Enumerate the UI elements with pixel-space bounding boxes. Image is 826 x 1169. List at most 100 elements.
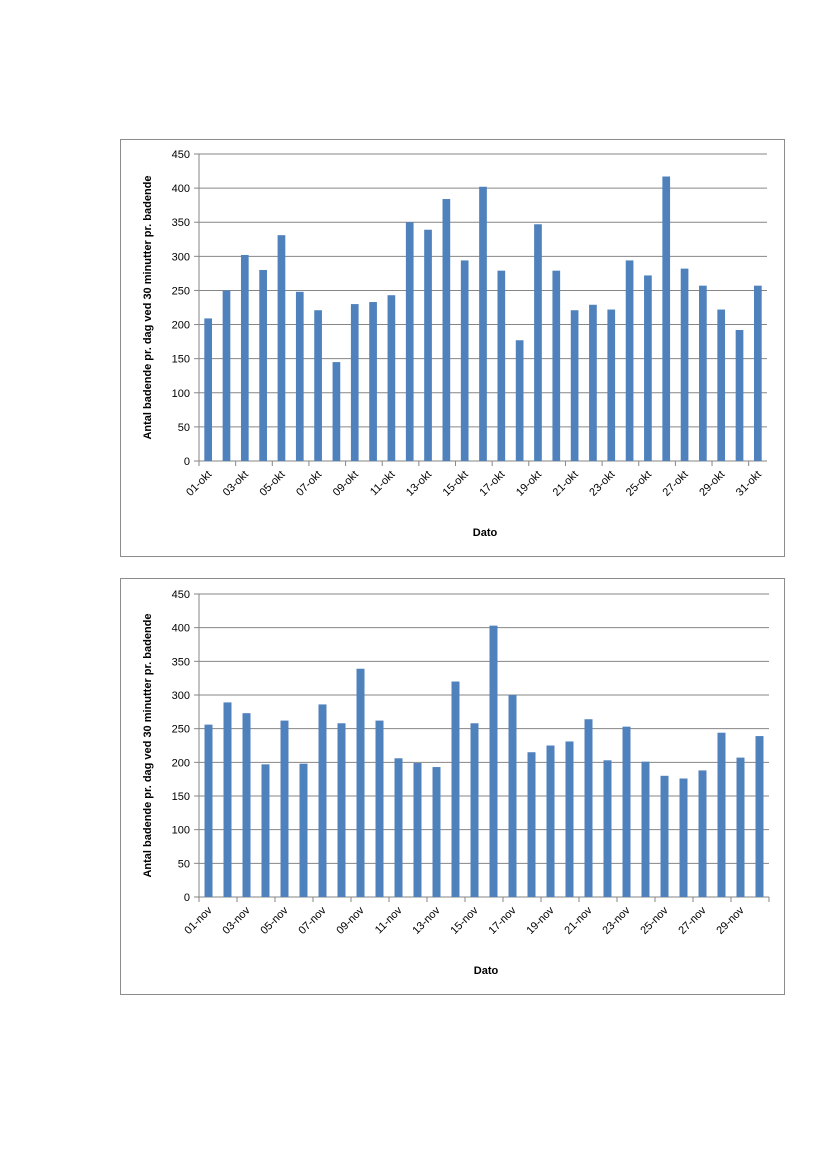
x-tick-label: 25-nov: [638, 904, 671, 937]
y-tick-label: 400: [172, 623, 190, 635]
y-tick-label: 250: [172, 724, 190, 736]
x-tick-label: 23-okt: [587, 469, 617, 499]
x-tick-label: 07-nov: [296, 904, 329, 937]
bar-02-okt: [222, 290, 231, 461]
bar-16-okt: [479, 186, 487, 461]
bar-29-okt: [717, 309, 726, 461]
y-tick-label: 250: [172, 285, 190, 297]
bar-03-okt: [240, 254, 249, 461]
bar-10-okt: [369, 302, 377, 461]
y-tick-label: 50: [178, 858, 190, 870]
x-axis-title: Dato: [473, 527, 498, 539]
bar-01-okt: [204, 318, 213, 461]
x-tick-label: 25-okt: [624, 469, 654, 499]
x-tick-label: 15-okt: [441, 469, 471, 499]
bar-05-nov: [280, 720, 289, 897]
x-tick-label: 11-nov: [373, 904, 405, 936]
bar-20-okt: [552, 270, 561, 461]
bar-23-okt: [607, 309, 616, 461]
bar-04-okt: [259, 269, 267, 461]
x-tick-label: 15-nov: [448, 904, 481, 937]
y-tick-label: 200: [172, 320, 190, 332]
y-tick-label: 400: [172, 183, 190, 195]
bar-25-nov: [660, 775, 669, 897]
x-tick-label: 03-okt: [221, 469, 251, 499]
x-tick-label: 11-okt: [368, 469, 398, 499]
x-tick-label: 17-okt: [477, 469, 507, 499]
x-tick-label: 23-nov: [600, 904, 633, 937]
x-tick-label: 07-okt: [294, 469, 324, 499]
bar-09-okt: [350, 304, 359, 461]
bar-27-nov: [698, 770, 707, 897]
y-tick-label: 450: [172, 589, 190, 601]
bar-08-okt: [332, 362, 341, 461]
bar-07-nov: [318, 704, 327, 897]
bar-25-okt: [644, 275, 652, 461]
bar-24-okt: [625, 260, 634, 461]
bar-10-nov: [375, 720, 384, 897]
bar-12-nov: [413, 763, 422, 897]
bar-12-okt: [405, 222, 414, 461]
y-tick-label: 150: [172, 354, 190, 366]
x-tick-label: 27-okt: [661, 469, 691, 499]
x-tick-label: 13-okt: [404, 469, 434, 499]
bar-29-nov: [736, 757, 745, 897]
x-tick-label: 01-okt: [184, 469, 214, 499]
x-tick-label: 13-nov: [410, 904, 443, 937]
bar-06-nov: [299, 763, 308, 897]
bar-17-okt: [497, 270, 506, 461]
bar-22-okt: [589, 304, 597, 461]
bar-28-nov: [717, 732, 726, 897]
chart-october: 0 50 100 150 200 250 300 350 400 450 01-okt 03-okt 0…: [120, 139, 785, 557]
bar-17-nov: [508, 695, 517, 897]
x-tick-label: 29-okt: [697, 469, 727, 499]
bar-13-okt: [424, 229, 432, 461]
y-tick-label: 450: [172, 149, 190, 161]
y-tick-label: 100: [172, 388, 190, 400]
bar-15-okt: [460, 260, 469, 461]
bar-22-nov: [603, 760, 612, 897]
bar-18-nov: [527, 752, 536, 897]
bar-13-nov: [432, 767, 441, 897]
x-tick-label: 31-okt: [734, 469, 764, 499]
x-tick-label: 17-nov: [486, 904, 519, 937]
bar-14-nov: [451, 681, 460, 897]
x-tick-label: 05-okt: [257, 469, 287, 499]
x-tick-label: 09-nov: [334, 904, 367, 937]
x-tick-label: 27-nov: [676, 904, 709, 937]
bar-11-nov: [394, 758, 403, 897]
bar-04-nov: [261, 764, 270, 897]
bar-21-okt: [570, 310, 579, 461]
bar-02-nov: [223, 702, 232, 897]
bar-21-nov: [584, 719, 593, 897]
y-tick-label: 200: [172, 757, 190, 769]
bar-24-nov: [641, 761, 650, 897]
x-tick-label: 01-nov: [182, 904, 215, 937]
x-tick-label: 05-nov: [258, 904, 291, 937]
bar-14-okt: [442, 199, 451, 461]
y-tick-label: 150: [172, 791, 190, 803]
x-tick-label: 19-nov: [524, 904, 557, 937]
bar-15-nov: [470, 723, 479, 897]
chart-november: 0 50 100 150 200 250 300 350 400 450 01-nov 03-nov 0…: [120, 578, 785, 995]
bar-20-nov: [565, 741, 574, 897]
y-tick-label: 0: [184, 892, 190, 904]
x-tick-label: 21-nov: [562, 904, 595, 937]
y-tick-label: 350: [172, 656, 190, 668]
y-axis-title: Antal badende pr. dag ved 30 minutter pr…: [142, 613, 154, 877]
bar-05-okt: [277, 235, 286, 461]
bar-16-nov: [489, 625, 498, 897]
x-tick-label: 03-nov: [220, 904, 253, 937]
bar-30-okt: [735, 330, 744, 461]
bar-19-nov: [546, 745, 555, 897]
x-tick-label: 19-okt: [514, 469, 544, 499]
bar-01-nov: [204, 724, 213, 897]
bar-28-okt: [699, 285, 707, 461]
bar-23-nov: [622, 726, 631, 897]
x-tick-label: 21-okt: [551, 469, 581, 499]
bar-08-nov: [337, 723, 346, 897]
y-tick-label: 350: [172, 217, 190, 229]
y-tick-label: 300: [172, 251, 190, 263]
